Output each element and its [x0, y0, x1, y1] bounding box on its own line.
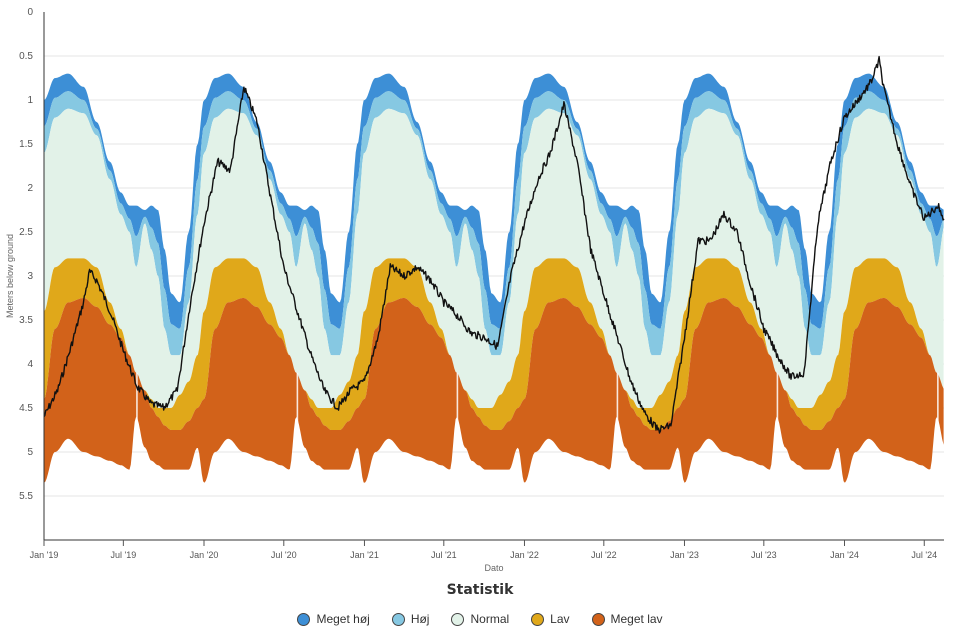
x-tick-label: Jan '19: [30, 550, 59, 560]
band-meget-hoej: [44, 73, 944, 329]
x-tick-label: Jan '20: [190, 550, 219, 560]
y-tick-label: 0.5: [19, 51, 33, 62]
legend-label: Lav: [550, 612, 570, 626]
legend-label: Meget lav: [610, 612, 663, 626]
y-tick-label: 1: [27, 95, 33, 106]
legend-swatch: [591, 612, 605, 626]
legend-item[interactable]: Meget høj: [297, 612, 370, 626]
legend: Meget høj Høj Normal Lav Meget lav: [0, 612, 960, 626]
legend-title: Statistik: [446, 582, 514, 598]
y-tick-labels: 0 0.5 1 1.5 2 2.5 3 3.5 4 4.5 5 5.5: [19, 7, 33, 502]
legend-item[interactable]: Høj: [391, 612, 430, 626]
y-tick-label: 4.5: [19, 403, 33, 414]
y-tick-label: 2: [27, 183, 33, 194]
legend-label: Normal: [470, 612, 510, 626]
x-tick-label: Jan '21: [350, 550, 379, 560]
x-tick-label: Jan '22: [510, 550, 539, 560]
x-tick-label: Jul '21: [431, 550, 457, 560]
legend-swatch: [531, 612, 545, 626]
axes: [43, 12, 944, 541]
x-tick-label: Jul '23: [751, 550, 777, 560]
legend-swatch: [391, 612, 405, 626]
band-meget-lav: [44, 298, 944, 483]
y-tick-label: 3.5: [19, 315, 33, 326]
x-tick-label: Jul '22: [591, 550, 617, 560]
statistic-bands: [44, 73, 944, 483]
legend-label: Høj: [410, 612, 430, 626]
y-tick-label: 5: [27, 447, 33, 458]
x-tick-label: Jul '20: [271, 550, 297, 560]
band-normal: [44, 108, 944, 409]
x-tick-label: Jul '24: [911, 550, 937, 560]
legend-swatch: [297, 612, 311, 626]
seasonal-dividers: [136, 372, 939, 448]
x-axis-title: Dato: [484, 563, 503, 573]
x-tick-label: Jul '19: [110, 550, 136, 560]
x-tick-label: Jan '23: [670, 550, 699, 560]
y-tick-label: 3: [27, 271, 33, 282]
legend-item[interactable]: Lav: [531, 612, 570, 626]
measurement-series: [43, 55, 945, 434]
legend-item[interactable]: Meget lav: [591, 612, 663, 626]
band-hoej: [44, 91, 944, 356]
y-tick-label: 5.5: [19, 491, 33, 502]
y-axis-title: Meters below ground: [5, 234, 15, 318]
legend-label: Meget høj: [316, 612, 370, 626]
series-line: [43, 55, 945, 434]
y-tick-label: 1.5: [19, 139, 33, 150]
y-tick-label: 2.5: [19, 227, 33, 238]
y-tick-label: 4: [27, 359, 33, 370]
legend-item[interactable]: Normal: [451, 612, 509, 626]
legend-swatch: [451, 612, 465, 626]
x-tick-label: Jan '24: [830, 550, 859, 560]
y-tick-label: 0: [27, 7, 33, 18]
x-tick-labels: Jan '19 Jul '19 Jan '20 Jul '20 Jan '21 Jul '…: [30, 540, 937, 560]
band-lav: [44, 258, 944, 430]
